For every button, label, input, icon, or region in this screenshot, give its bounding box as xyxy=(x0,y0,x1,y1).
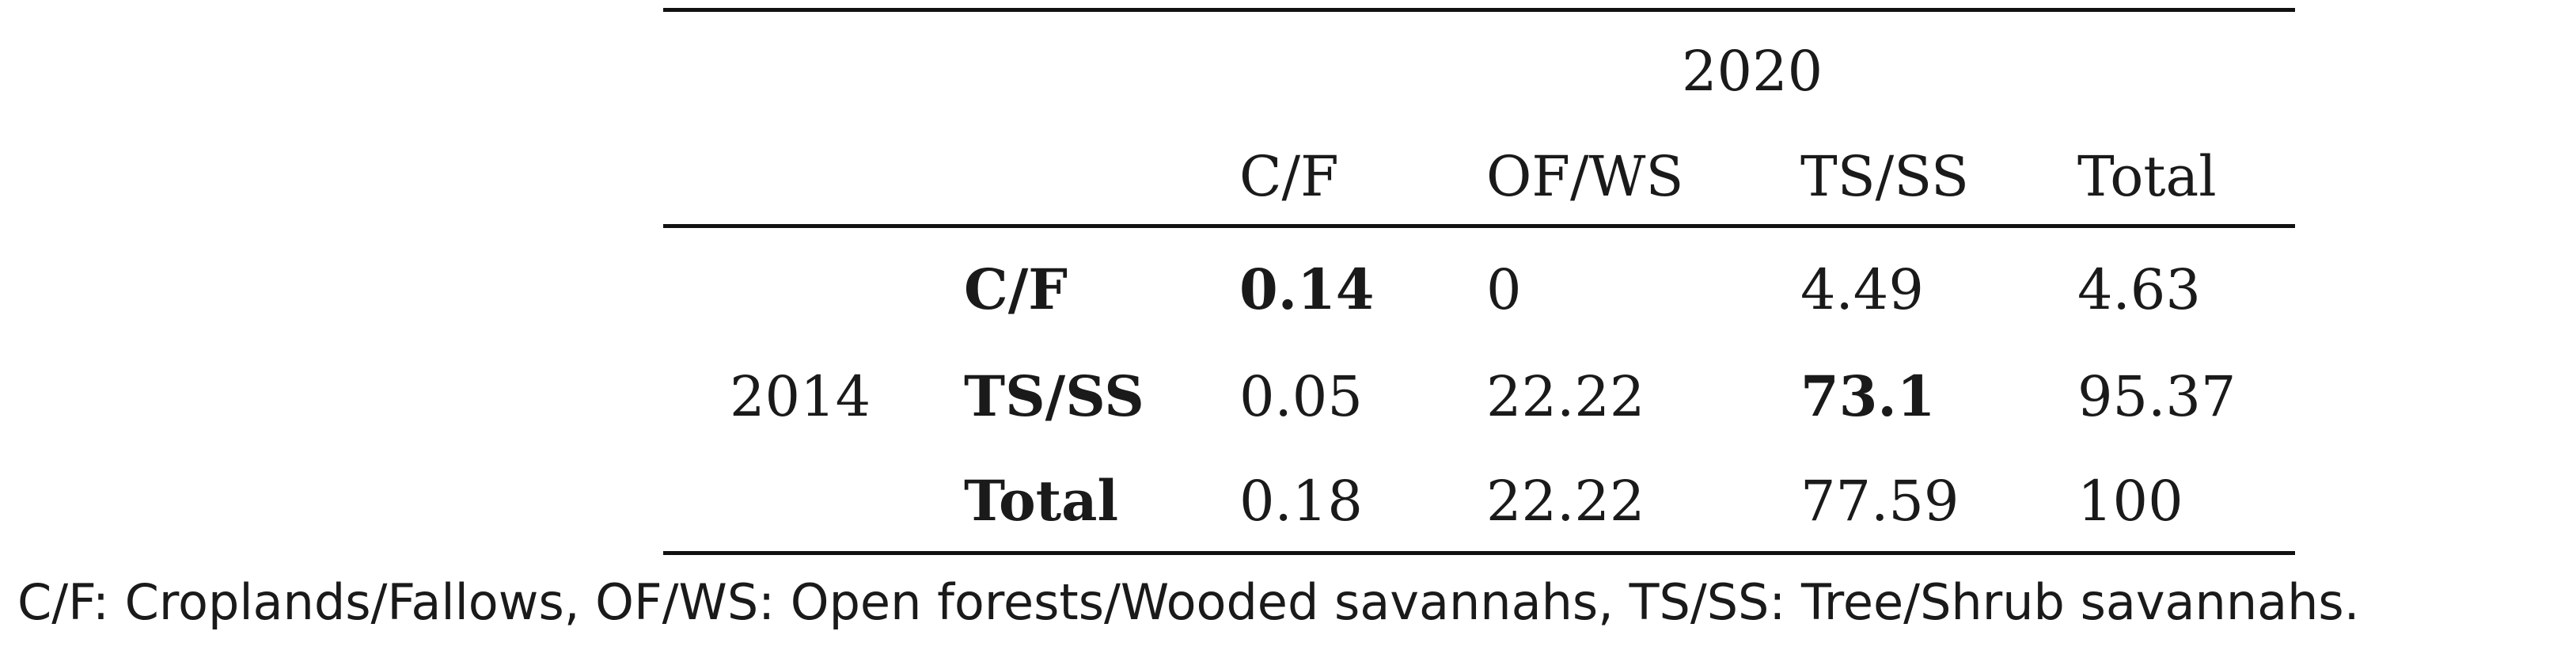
table-caption: C/F: Croplands/Fallows, OF/WS: Open fore… xyxy=(17,573,2360,631)
table-cell: 73.1 xyxy=(1800,363,1936,429)
row-group-year: 2014 xyxy=(730,364,871,429)
column-group-year: 2020 xyxy=(1682,39,1823,104)
column-header-total: Total xyxy=(2077,144,2217,209)
column-header-cf: C/F xyxy=(1239,144,1339,209)
table-cell: 0.18 xyxy=(1239,469,1363,534)
table-cell: 100 xyxy=(2077,469,2183,534)
row-label-cf: C/F xyxy=(964,257,1068,322)
column-header-tsss: TS/SS xyxy=(1800,144,1969,209)
table-cell: 4.49 xyxy=(1800,257,1924,322)
table-cell: 0.05 xyxy=(1239,364,1363,429)
row-label-total: Total xyxy=(964,468,1119,534)
table-cell: 22.22 xyxy=(1486,364,1645,429)
column-header-ofws: OF/WS xyxy=(1486,144,1684,209)
table-cell: 77.59 xyxy=(1800,469,1960,534)
row-label-tsss: TS/SS xyxy=(964,363,1144,429)
bottom-rule xyxy=(663,551,2295,555)
table-cell: 22.22 xyxy=(1486,469,1645,534)
table-cell: 0.14 xyxy=(1239,257,1375,322)
table-cell: 0 xyxy=(1486,257,1522,322)
top-rule xyxy=(663,8,2295,12)
header-rule xyxy=(663,224,2295,228)
table-cell: 95.37 xyxy=(2077,364,2236,429)
table-cell: 4.63 xyxy=(2077,257,2201,322)
